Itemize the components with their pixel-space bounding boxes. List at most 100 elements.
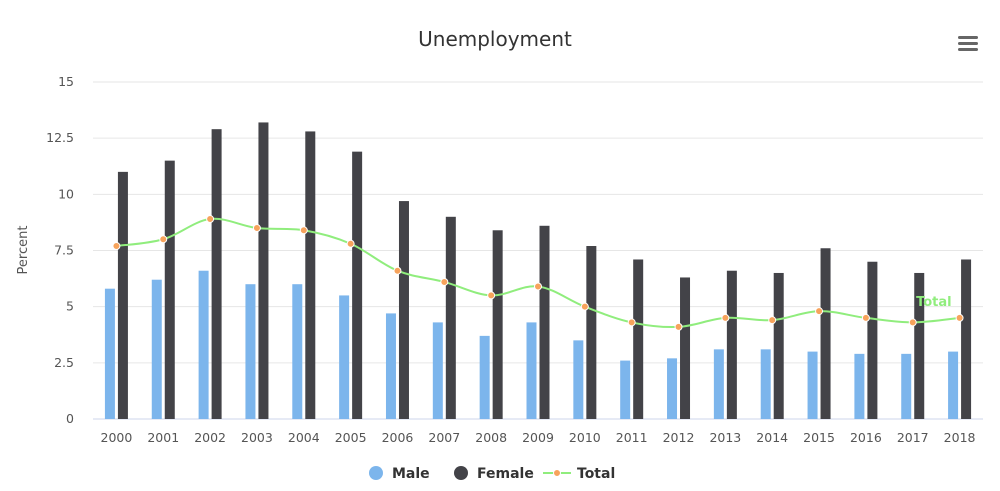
bar-male-2008 — [479, 335, 490, 419]
total-point-2001 — [159, 235, 168, 244]
bar-male-2013 — [713, 349, 724, 419]
bar-female-2015 — [820, 248, 831, 419]
total-point-2008 — [487, 291, 496, 300]
total-point-2011 — [627, 318, 636, 327]
bar-female-2018 — [961, 259, 972, 419]
bar-male-2002 — [198, 270, 209, 419]
bar-male-2006 — [385, 313, 396, 419]
total-point-2006 — [393, 266, 402, 275]
legend-item-female[interactable]: Female — [454, 466, 534, 482]
y-tick-label: 7.5 — [54, 243, 74, 258]
total-point-2012 — [674, 322, 683, 331]
y-tick-label: 5 — [66, 299, 74, 314]
x-tick-label-2014: 2014 — [756, 430, 788, 445]
bar-female-2017 — [914, 272, 925, 419]
total-point-2014 — [768, 316, 777, 325]
hamburger-menu-icon[interactable] — [956, 33, 978, 55]
x-tick-label-2013: 2013 — [709, 430, 741, 445]
bar-female-2004 — [305, 131, 316, 419]
total-point-2017 — [908, 318, 917, 327]
x-tick-label-2010: 2010 — [569, 430, 601, 445]
total-point-2018 — [955, 313, 964, 322]
bar-female-2016 — [867, 261, 878, 419]
gridlines — [93, 81, 983, 420]
legend-marker-male — [369, 466, 383, 480]
y-tick-label: 15 — [58, 74, 74, 89]
y-tick-label: 10 — [58, 186, 74, 201]
bars — [104, 122, 972, 419]
bar-male-2016 — [854, 353, 865, 419]
bar-female-2002 — [211, 129, 222, 419]
bar-female-2014 — [773, 272, 784, 419]
total-point-2003 — [252, 224, 261, 233]
bar-female-2001 — [164, 160, 175, 419]
bar-female-2009 — [539, 225, 550, 419]
x-tick-label-2007: 2007 — [428, 430, 460, 445]
legend-marker-total — [553, 469, 561, 477]
x-tick-label-2015: 2015 — [803, 430, 835, 445]
legend-item-total[interactable]: Total — [543, 466, 615, 482]
x-tick-label-2017: 2017 — [897, 430, 929, 445]
bar-male-2017 — [901, 353, 912, 419]
x-tick-label-2008: 2008 — [475, 430, 507, 445]
bar-male-2012 — [667, 358, 678, 419]
y-axis-ticks: 0 2.5 5 7.5 10 12.5 15 — [46, 74, 74, 426]
x-tick-label-2000: 2000 — [101, 430, 133, 445]
bar-female-2012 — [680, 277, 691, 419]
x-tick-label-2012: 2012 — [663, 430, 695, 445]
chart-title: Unemployment — [418, 27, 572, 51]
bar-male-2014 — [760, 349, 771, 419]
x-tick-label-2016: 2016 — [850, 430, 882, 445]
total-point-2009 — [534, 282, 542, 291]
bar-male-2018 — [948, 351, 959, 419]
legend: Male Female Total — [369, 466, 615, 482]
x-tick-label-2018: 2018 — [944, 430, 976, 445]
bar-male-2007 — [432, 322, 443, 419]
bar-male-2009 — [526, 322, 537, 419]
bar-male-2000 — [104, 288, 115, 419]
legend-label-male: Male — [392, 466, 430, 482]
bar-male-2003 — [245, 284, 256, 419]
total-series-label: Total — [916, 295, 952, 310]
x-tick-label-2004: 2004 — [288, 430, 320, 445]
legend-label-total: Total — [577, 466, 615, 482]
x-tick-label-2011: 2011 — [616, 430, 648, 445]
x-tick-label-2001: 2001 — [147, 430, 179, 445]
bar-female-2007 — [445, 216, 456, 419]
bar-male-2005 — [339, 295, 350, 419]
x-axis: 2000 2001 2002 2003 2004 2005 2006 2007 2008 2009… — [101, 430, 976, 445]
total-point-2016 — [861, 313, 870, 322]
x-tick-label-2002: 2002 — [194, 430, 226, 445]
total-point-2002 — [206, 215, 215, 224]
total-point-2000 — [112, 242, 121, 251]
legend-marker-female — [454, 466, 468, 480]
x-tick-label-2005: 2005 — [335, 430, 367, 445]
y-axis-label: Percent — [16, 226, 31, 275]
bar-female-2006 — [398, 201, 409, 419]
total-point-2010 — [580, 302, 589, 311]
bar-female-2010 — [586, 246, 597, 419]
bar-female-2011 — [633, 259, 644, 419]
x-tick-label-2003: 2003 — [241, 430, 273, 445]
bar-female-2005 — [352, 151, 363, 419]
y-tick-label: 2.5 — [54, 355, 74, 370]
legend-label-female: Female — [477, 466, 534, 482]
y-tick-label: 0 — [66, 411, 74, 426]
x-tick-label-2006: 2006 — [382, 430, 414, 445]
bar-female-2003 — [258, 122, 269, 419]
bar-male-2011 — [620, 360, 631, 419]
legend-item-male[interactable]: Male — [369, 466, 430, 482]
bar-female-2000 — [117, 171, 128, 419]
bar-male-2015 — [807, 351, 818, 419]
total-point-2005 — [346, 239, 355, 248]
total-point-2007 — [440, 277, 449, 286]
total-line: Total — [112, 215, 964, 331]
total-line-path — [116, 217, 960, 329]
total-point-2004 — [299, 226, 308, 235]
x-tick-label-2009: 2009 — [522, 430, 554, 445]
bar-male-2010 — [573, 340, 584, 419]
bar-male-2004 — [292, 284, 303, 419]
bar-female-2013 — [726, 270, 737, 419]
bar-male-2001 — [151, 279, 162, 419]
